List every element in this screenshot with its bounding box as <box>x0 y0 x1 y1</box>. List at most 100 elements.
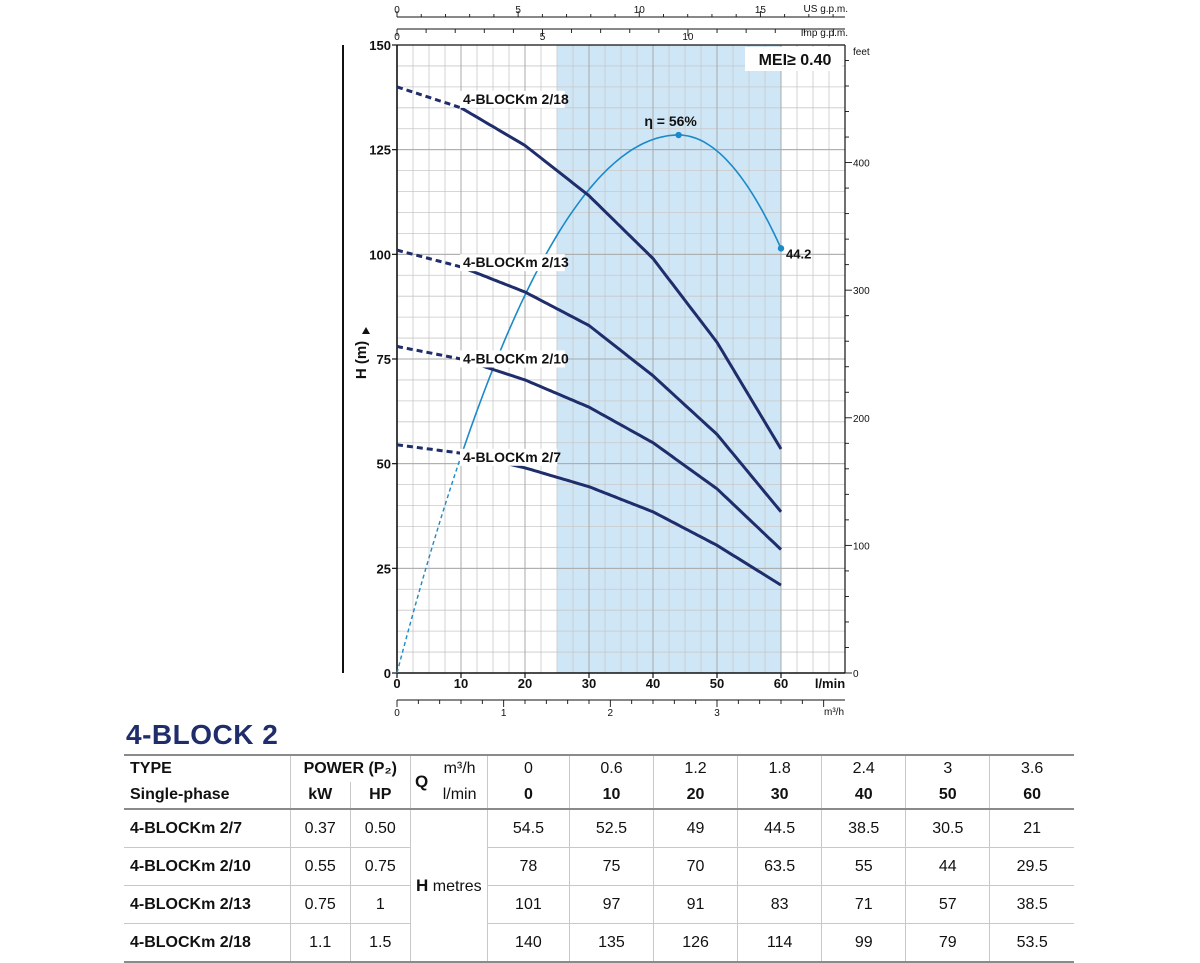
q-m3h-cell: 1.2 <box>653 754 738 782</box>
kw-cell: 0.75 <box>289 885 351 924</box>
feet-tick-label: 0 <box>853 669 859 680</box>
us-axis-label: US g.p.m. <box>804 4 848 15</box>
power-header: POWER (P₂) <box>289 754 411 782</box>
efficiency-end-point <box>777 245 785 252</box>
pump-curve-dashed <box>396 344 462 361</box>
hp-header: HP <box>349 782 411 809</box>
h-cell: 57 <box>905 885 990 924</box>
pump-curve <box>460 265 783 513</box>
m3h-axis-label: m³/h <box>824 707 844 718</box>
h-cell: 101 <box>486 885 570 924</box>
hp-cell: 1.5 <box>349 923 411 963</box>
h-cell: 63.5 <box>737 847 822 886</box>
phase-header: Single-phase <box>130 786 230 803</box>
h-cell: 44.5 <box>737 808 822 848</box>
h-cell: 114 <box>737 923 822 963</box>
hp-cell: 0.50 <box>349 808 411 848</box>
h-cell: 49 <box>653 808 738 848</box>
h-cell: 75 <box>568 847 654 886</box>
series-label-bg <box>460 350 565 368</box>
kw-cell: 0.37 <box>289 808 351 848</box>
type-cell: 4-BLOCKm 2/18 <box>124 923 291 963</box>
series-label: 4-BLOCKm 2/18 <box>463 91 569 107</box>
hp-cell: 0.75 <box>349 847 411 886</box>
y-axis-label: H (m) <box>353 341 370 379</box>
h-cell: 29.5 <box>989 847 1074 886</box>
y-tick-label: 100 <box>369 247 391 262</box>
q-m3h-cell: 3.6 <box>989 754 1074 782</box>
table-row: 4-BLOCKm 2/7 0.37 0.50 H metres 54.5 52.… <box>124 808 1074 963</box>
q-letter: Q <box>414 772 429 791</box>
efficiency-curve-dashed <box>396 455 462 674</box>
pump-curve-dashed <box>396 248 462 269</box>
efficiency-peak-point <box>675 131 682 139</box>
us-tick-label: 5 <box>515 5 521 16</box>
table-row: 4-BLOCKm 2/13 0.75 1 101 97 91 83 71 57 … <box>124 885 1074 924</box>
h-cell: 135 <box>568 923 654 963</box>
feet-tick-label: 200 <box>853 414 870 425</box>
pump-curve-dashed <box>396 443 462 455</box>
performance-table: TYPE POWER (P₂) Q m³/h 0 0.6 1.2 1.8 2.4… <box>124 754 1074 963</box>
m3h-unit: m³/h <box>432 754 488 782</box>
series-label: 4-BLOCKm 2/13 <box>463 254 569 270</box>
imp-axis-label: Imp g.p.m. <box>801 28 848 39</box>
type-cell: 4-BLOCKm 2/10 <box>124 847 291 886</box>
header-row-1: TYPE POWER (P₂) Q m³/h 0 0.6 1.2 1.8 2.4… <box>124 754 1074 809</box>
h-cell: 78 <box>486 847 570 886</box>
mei-badge-bg <box>745 47 842 71</box>
h-cell: 83 <box>737 885 822 924</box>
q-lmin-cell: 30 <box>737 782 822 809</box>
pump-curve <box>460 357 783 551</box>
kw-header: kW <box>289 782 351 809</box>
h-cell: 71 <box>821 885 906 924</box>
efficiency-curve <box>460 134 782 457</box>
h-cell: 38.5 <box>821 808 906 848</box>
x-tick-label: 50 <box>710 676 724 691</box>
h-letter: H <box>416 875 429 895</box>
q-m3h-cell: 3 <box>905 754 990 782</box>
efficiency-peak-label: η = 56% <box>644 113 697 129</box>
pump-curve-dashed <box>396 85 462 110</box>
efficiency-end-label: 44.2 <box>786 246 811 261</box>
type-header: TYPE <box>124 754 291 782</box>
x-tick-label: 20 <box>518 676 532 691</box>
h-cell: 44 <box>905 847 990 886</box>
type-cell: 4-BLOCKm 2/7 <box>124 808 291 848</box>
q-lmin-cell: 10 <box>568 782 654 809</box>
q-m3h-cell: 1.8 <box>737 754 822 782</box>
x-tick-label: 60 <box>774 676 788 691</box>
kw-cell: 1.1 <box>289 923 351 963</box>
m3h-tick-label: 0 <box>394 708 400 719</box>
h-cell: 79 <box>905 923 990 963</box>
x-axis-label: l/min <box>815 676 845 691</box>
type-cell: 4-BLOCKm 2/13 <box>124 885 291 924</box>
h-cell: 99 <box>821 923 906 963</box>
section-title: 4-BLOCK 2 <box>126 719 279 750</box>
imp-tick-label: 0 <box>394 32 400 43</box>
imp-tick-label: 5 <box>540 32 546 43</box>
y-tick-label: 125 <box>369 143 391 158</box>
hp-cell: 1 <box>349 885 411 924</box>
h-cell: 38.5 <box>989 885 1074 924</box>
metres-unit: metres <box>432 877 482 895</box>
us-tick-label: 0 <box>394 5 400 16</box>
h-cell: 21 <box>989 808 1074 848</box>
lmin-unit: l/min <box>442 786 477 803</box>
q-lmin-cell: 40 <box>821 782 906 809</box>
x-tick-label: 30 <box>582 676 596 691</box>
header-row-2: Single-phase kW HP l/min 0 10 20 30 40 5… <box>124 782 1074 809</box>
h-cell: 30.5 <box>905 808 990 848</box>
q-lmin-cell: 20 <box>653 782 738 809</box>
q-lmin-cell: 50 <box>905 782 990 809</box>
kw-cell: 0.55 <box>289 847 351 886</box>
h-cell: 54.5 <box>486 808 570 848</box>
h-metres-label: H metres <box>409 808 488 963</box>
q-m3h-cell: 0 <box>486 754 570 782</box>
q-header: Q <box>409 754 433 809</box>
y-tick-label: 25 <box>377 561 391 576</box>
table-row: 4-BLOCKm 2/10 0.55 0.75 78 75 70 63.5 55… <box>124 847 1074 886</box>
h-cell: 55 <box>821 847 906 886</box>
q-lmin-cell: 0 <box>486 782 570 809</box>
y-axis-arrow <box>362 327 370 334</box>
